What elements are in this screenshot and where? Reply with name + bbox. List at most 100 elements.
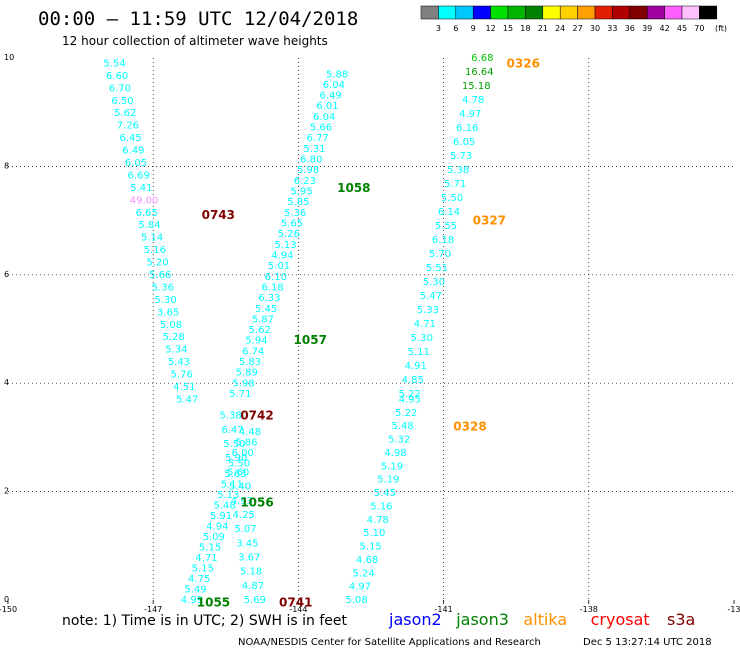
wave-height-value: 6.65 xyxy=(136,208,158,219)
color-scale-swatch xyxy=(629,5,648,20)
wave-height-value: 5.15 xyxy=(360,542,382,553)
x-tick-label: -147 xyxy=(144,605,162,614)
wave-height-value: 4.25 xyxy=(233,510,255,521)
wave-height-value: 5.47 xyxy=(420,291,442,302)
wave-height-value: 5.69 xyxy=(244,595,266,606)
wave-height-value: 5.19 xyxy=(381,461,403,472)
wave-height-value: 5.36 xyxy=(152,282,174,293)
wave-height-value: 5.50 xyxy=(228,458,250,469)
wave-height-value: 6.69 xyxy=(128,170,150,181)
wave-height-value: 6.18 xyxy=(261,282,283,293)
pass-time-label: 0741 xyxy=(279,596,312,610)
wave-height-value: 4.75 xyxy=(188,574,210,585)
wave-height-value: 4.71 xyxy=(195,553,217,564)
wave-height-value: 5.15 xyxy=(199,542,221,553)
wave-height-value: 49.00 xyxy=(130,195,159,206)
wave-height-value: 5.45 xyxy=(255,304,277,315)
wave-height-value: 5.30 xyxy=(154,295,176,306)
wave-height-value: 5.43 xyxy=(168,357,190,368)
wave-height-value: 5.49 xyxy=(184,584,206,595)
wave-height-value: 5.55 xyxy=(435,221,457,232)
wave-height-value: 6.05 xyxy=(453,137,475,148)
satellite-legend-entry: cryosat xyxy=(591,610,650,629)
wave-height-value: 6.01 xyxy=(316,101,338,112)
wave-height-value: 5.08 xyxy=(160,320,182,331)
wave-height-value: 5.65 xyxy=(281,218,303,229)
wave-height-value: 5.30 xyxy=(423,277,445,288)
wave-height-value: 6.74 xyxy=(242,346,264,357)
wave-height-value: 5.28 xyxy=(163,332,185,343)
color-scale-swatch xyxy=(420,5,439,20)
wave-height-value: 4.68 xyxy=(356,555,378,566)
wave-height-value: 4.98 xyxy=(384,448,406,459)
chart-subtitle: 12 hour collection of altimeter wave hei… xyxy=(62,34,328,48)
wave-height-value: 6.68 xyxy=(471,53,493,64)
wave-height-value: 5.48 xyxy=(391,421,413,432)
wave-height-value: 5.40 xyxy=(229,482,251,493)
wave-height-value: 5.08 xyxy=(345,595,367,606)
wave-height-value: 5.41 xyxy=(130,183,152,194)
color-scale-label: 30 xyxy=(590,24,600,33)
wave-height-value: 5.89 xyxy=(236,368,258,379)
wave-height-value: 4.51 xyxy=(173,382,195,393)
wave-height-value: 5.31 xyxy=(303,144,325,155)
wave-height-value: 4.48 xyxy=(239,427,261,438)
satellite-legend: jason2 jason3 altika cryosat s3a xyxy=(388,610,695,629)
color-scale-label: 9 xyxy=(471,24,476,33)
wave-height-value: 5.62 xyxy=(249,325,271,336)
wave-height-value: 6.04 xyxy=(323,80,345,91)
color-scale-label: 36 xyxy=(625,24,635,33)
color-scale-swatch xyxy=(455,5,474,20)
pass-time-label: 0326 xyxy=(507,56,540,70)
color-scale-label: 24 xyxy=(555,24,565,33)
wave-height-value: 5.09 xyxy=(203,532,225,543)
wave-height-value: 4.78 xyxy=(367,515,389,526)
wave-height-value: 6.49 xyxy=(122,146,144,157)
wave-height-value: 6.05 xyxy=(125,158,147,169)
wave-height-value: 5.85 xyxy=(287,197,309,208)
wave-height-value: 6.04 xyxy=(313,112,335,123)
wave-height-value: 5.30 xyxy=(411,333,433,344)
wave-height-value: 15.18 xyxy=(462,81,491,92)
wave-height-value: 6.49 xyxy=(320,91,342,102)
wave-height-value: 5.45 xyxy=(374,488,396,499)
color-scale-swatch xyxy=(594,5,613,20)
wave-height-value: 5.66 xyxy=(310,123,332,134)
color-scale-label: 39 xyxy=(642,24,652,33)
wave-height-value: 6.10 xyxy=(265,272,287,283)
pass-time-label: 0743 xyxy=(202,208,235,222)
pass-time-label: 1058 xyxy=(337,181,370,195)
wave-height-value: 6.60 xyxy=(106,71,128,82)
wave-height-value: 4.93 xyxy=(231,496,253,507)
pass-time-label: 1055 xyxy=(197,596,230,610)
wave-height-value: 4.94 xyxy=(206,521,228,532)
color-scale-label: 70 xyxy=(694,24,704,33)
color-scale-swatch xyxy=(542,5,561,20)
color-scale-swatch xyxy=(525,5,544,20)
pass-time-label: 1057 xyxy=(294,333,327,347)
wave-height-value: 5.38 xyxy=(220,411,242,422)
wave-height-value: 5.10 xyxy=(363,528,385,539)
y-tick-label: 0 xyxy=(4,595,9,604)
wave-height-value: 5.07 xyxy=(234,524,256,535)
wave-height-value: 6.80 xyxy=(300,155,322,166)
wave-height-value: 4.71 xyxy=(414,319,436,330)
color-scale-label: 42 xyxy=(660,24,670,33)
color-scale-unit: (ft) xyxy=(715,24,727,33)
y-tick-label: 10 xyxy=(4,53,14,62)
wave-height-value: 3.45 xyxy=(236,538,258,549)
color-scale-swatch xyxy=(612,5,631,20)
x-tick-label: -150 xyxy=(0,605,17,614)
wave-height-value: 5.14 xyxy=(141,233,163,244)
wave-height-value: 5.24 xyxy=(352,568,374,579)
color-scale-label: 3 xyxy=(436,24,441,33)
satellite-legend-entry: jason2 xyxy=(388,610,442,629)
wave-height-value: 5.11 xyxy=(408,347,430,358)
color-scale-swatch xyxy=(699,5,718,20)
satellite-legend-entry: s3a xyxy=(667,610,695,629)
color-scale-label: 18 xyxy=(520,24,530,33)
footer-credit: NOAA/NESDIS Center for Satellite Applica… xyxy=(238,637,541,648)
wave-height-value: 5.71 xyxy=(444,179,466,190)
wave-height-value: 4.87 xyxy=(242,581,264,592)
color-scale-label: 27 xyxy=(573,24,583,33)
